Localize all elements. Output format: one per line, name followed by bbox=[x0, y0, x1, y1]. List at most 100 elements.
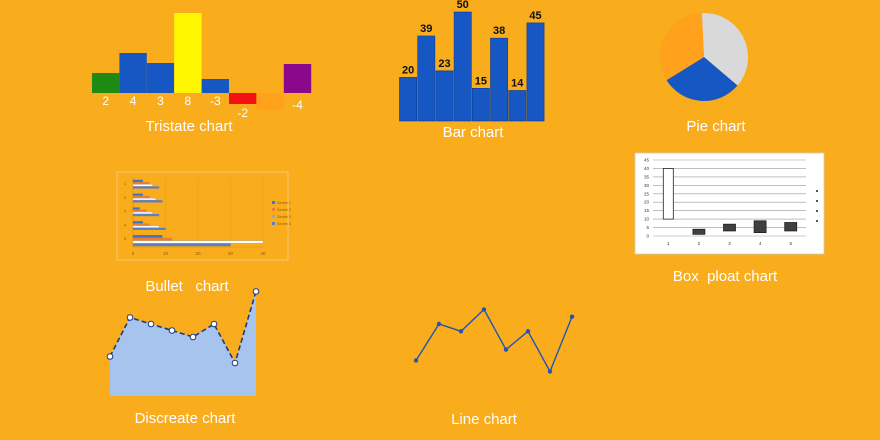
box-y-tick-5: 5 bbox=[646, 225, 649, 230]
bullet-category-5: 5 bbox=[124, 236, 127, 241]
box-legend-marker-3 bbox=[816, 210, 818, 212]
bar-chart-value-label-5: 15 bbox=[475, 75, 487, 87]
tristate-value-label-6: -2 bbox=[237, 106, 248, 120]
bullet-legend-label-1: Series 1 bbox=[277, 201, 291, 205]
tristate-value-label-1: 2 bbox=[102, 94, 109, 108]
bar-chart-bar-3 bbox=[435, 70, 454, 122]
tristate-bar-4 bbox=[174, 13, 202, 93]
tristate-bar-8 bbox=[283, 64, 312, 93]
bar-chart-value-label-3: 23 bbox=[438, 58, 450, 70]
bullet-x-tick-40: 40 bbox=[260, 251, 266, 256]
tristate-value-label-8: -4 bbox=[292, 98, 303, 112]
bar-chart-value-label-2: 39 bbox=[420, 23, 432, 35]
bullet-category-3: 3 bbox=[124, 209, 127, 214]
line-chart-point-8 bbox=[569, 314, 575, 319]
tristate-bar-5 bbox=[201, 79, 229, 93]
tristate-bar-1 bbox=[92, 73, 120, 93]
pie-slice-3 bbox=[660, 13, 704, 81]
box-3 bbox=[723, 223, 736, 232]
pie-chart-caption: Pie chart bbox=[686, 118, 746, 135]
bar-chart-bar-8 bbox=[526, 22, 545, 122]
bullet-legend-swatch-2 bbox=[272, 208, 275, 211]
bullet-bar-3-series-3 bbox=[132, 211, 153, 214]
bullet-x-tick-20: 20 bbox=[195, 251, 201, 256]
bar-chart-caption: Bar chart bbox=[442, 124, 504, 141]
discrete-dashed-line bbox=[109, 291, 257, 366]
box-y-tick-25: 25 bbox=[644, 191, 650, 196]
box-y-tick-30: 30 bbox=[644, 183, 650, 188]
line-chart-caption: Line chart bbox=[451, 411, 517, 428]
box-y-tick-40: 40 bbox=[644, 166, 650, 171]
bar-chart-value-label-8: 45 bbox=[529, 10, 541, 22]
box-y-tick-35: 35 bbox=[644, 174, 650, 179]
bullet-x-tick-0: 0 bbox=[132, 251, 135, 256]
line-chart-line bbox=[415, 308, 573, 374]
line-chart-point-5 bbox=[503, 347, 509, 352]
line-chart-point-3 bbox=[458, 329, 464, 334]
discrete-point-2 bbox=[126, 314, 134, 321]
bullet-bar-5-series-1 bbox=[132, 234, 163, 238]
box-x-tick-1: 1 bbox=[667, 241, 670, 246]
box-1 bbox=[662, 168, 674, 220]
bullet-bar-4-series-4 bbox=[132, 227, 166, 230]
tristate-bar-3 bbox=[146, 63, 175, 93]
tristate-chart-caption: Tristate chart bbox=[145, 118, 233, 135]
bar-chart-bar-7 bbox=[508, 90, 527, 122]
box-legend-marker-4 bbox=[816, 220, 818, 222]
bullet-x-tick-10: 10 bbox=[163, 251, 169, 256]
bullet-category-1: 1 bbox=[124, 181, 127, 186]
discrete-area-fill bbox=[110, 291, 256, 396]
pie-slice-1 bbox=[701, 13, 748, 86]
tristate-value-label-4: 8 bbox=[185, 94, 192, 108]
line-chart-point-6 bbox=[525, 329, 531, 334]
bullet-bar-5-series-4 bbox=[132, 243, 231, 247]
box-x-tick-2: 2 bbox=[698, 241, 701, 246]
box-2 bbox=[692, 228, 706, 235]
box-chart-caption: Box ploat chart bbox=[672, 268, 778, 285]
bullet-bar-3-series-2 bbox=[132, 209, 147, 212]
bullet-legend-swatch-3 bbox=[272, 215, 275, 218]
box-x-tick-4: 4 bbox=[759, 241, 762, 246]
bar-chart-bar-6 bbox=[490, 37, 509, 122]
bullet-bar-1-series-2 bbox=[132, 181, 150, 185]
bullet-category-4: 4 bbox=[124, 222, 127, 227]
discrete-point-7 bbox=[231, 359, 239, 367]
bullet-bar-1-series-4 bbox=[132, 186, 160, 189]
line-chart-point-7 bbox=[547, 369, 553, 374]
tristate-value-label-3: 3 bbox=[157, 94, 164, 108]
box-5 bbox=[784, 222, 798, 232]
bullet-legend-swatch-1 bbox=[272, 201, 275, 204]
box-y-tick-10: 10 bbox=[644, 217, 650, 222]
bullet-chart-caption: Bullet chart bbox=[145, 278, 229, 295]
bullet-bar-2-series-3 bbox=[132, 197, 156, 201]
bar-chart-bar-4 bbox=[453, 11, 472, 122]
bar-chart-bar-1 bbox=[399, 77, 418, 122]
box-x-tick-5: 5 bbox=[789, 241, 792, 246]
box-legend-marker-1 bbox=[816, 190, 818, 192]
discrete-point-6 bbox=[210, 320, 218, 328]
box-4 bbox=[753, 220, 767, 234]
bar-chart-value-label-6: 38 bbox=[493, 25, 505, 37]
line-chart-point-1 bbox=[413, 358, 419, 363]
discrete-point-1 bbox=[106, 353, 114, 360]
bar-chart-value-label-4: 50 bbox=[457, 0, 469, 11]
bar-chart-value-label-1: 20 bbox=[402, 64, 414, 76]
bullet-x-tick-30: 30 bbox=[228, 251, 234, 256]
bullet-bar-1-series-1 bbox=[132, 179, 143, 182]
tristate-bar-2 bbox=[119, 53, 147, 93]
bullet-bar-2-series-1 bbox=[132, 193, 143, 196]
box-legend-marker-2 bbox=[816, 200, 818, 202]
discrete-point-4 bbox=[168, 327, 176, 334]
discrete-point-3 bbox=[147, 320, 155, 328]
bullet-bar-4-series-2 bbox=[132, 223, 150, 226]
tristate-value-label-5: -3 bbox=[210, 94, 221, 108]
tristate-bar-6 bbox=[229, 93, 257, 104]
tristate-value-label-2: 4 bbox=[130, 94, 137, 108]
bar-chart-bar-2 bbox=[417, 35, 436, 122]
line-chart-point-2 bbox=[436, 321, 442, 327]
bullet-legend-swatch-4 bbox=[272, 222, 275, 225]
bullet-bar-4-series-1 bbox=[132, 221, 143, 224]
box-y-tick-0: 0 bbox=[646, 234, 649, 239]
